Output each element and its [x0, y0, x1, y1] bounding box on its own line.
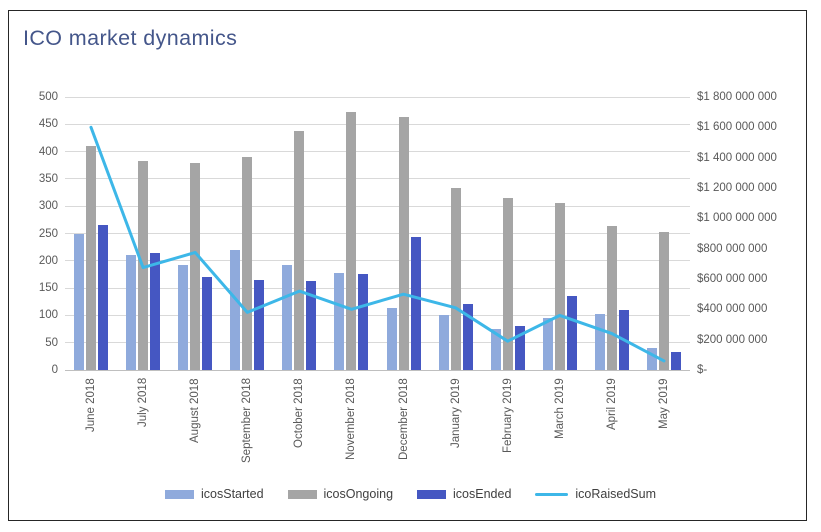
- gridline: [65, 96, 690, 98]
- bar-icosEnded-December-2018: [410, 237, 421, 370]
- bar-icosEnded-April-2019: [618, 309, 629, 370]
- bar-icosEnded-June-2018: [98, 225, 109, 370]
- y-axis-tick-label: 0: [51, 364, 58, 376]
- y-axis-tick-label: 400: [38, 145, 58, 158]
- legend-item-icoRaisedSum: icoRaisedSum: [535, 487, 656, 501]
- y-axis-tick-label: 100: [38, 309, 58, 322]
- bar-icosOngoing-August-2018: [190, 162, 201, 370]
- legend-label-icoRaisedSum: icoRaisedSum: [575, 487, 656, 501]
- secondary-y-axis-tick-label: $-: [697, 364, 708, 376]
- bar-icosStarted-October-2018: [282, 265, 293, 370]
- secondary-y-axis-tick-label: $1 200 000 000: [697, 182, 777, 194]
- bar-icosOngoing-April-2019: [606, 226, 617, 370]
- x-axis-tick-label: October 2018: [293, 378, 306, 448]
- bar-icosStarted-December-2018: [386, 307, 397, 370]
- bar-icosEnded-February-2019: [514, 325, 525, 370]
- chart-title: ICO market dynamics: [23, 26, 238, 50]
- y-axis-tick-label: 200: [38, 254, 58, 267]
- gridline: [65, 123, 690, 125]
- secondary-y-axis-tick-label: $1 000 000 000: [697, 212, 777, 225]
- secondary-y-axis-tick-label: $800 000 000: [697, 242, 768, 255]
- bar-icosStarted-January-2019: [438, 315, 449, 370]
- y-axis-tick-label: 300: [38, 200, 58, 213]
- x-axis-tick-label: December 2018: [397, 378, 410, 460]
- gridline: [65, 369, 690, 371]
- secondary-y-axis-tick-label: $1 800 000 000: [697, 91, 777, 103]
- y-axis-tick-label: 150: [38, 282, 58, 295]
- bar-icosStarted-September-2018: [230, 249, 241, 370]
- bar-icosEnded-July-2018: [150, 252, 161, 370]
- bar-icosStarted-March-2019: [542, 318, 553, 370]
- bar-icosEnded-May-2019: [670, 351, 681, 370]
- bar-icosEnded-August-2018: [202, 277, 213, 370]
- legend-label-icosEnded: icosEnded: [453, 487, 512, 501]
- bar-icosOngoing-November-2018: [346, 112, 357, 370]
- bar-icosOngoing-September-2018: [242, 157, 253, 370]
- secondary-y-axis-tick-label: $1 400 000 000: [697, 151, 777, 164]
- legend-item-icosEnded: icosEnded: [417, 487, 511, 501]
- x-axis-tick-label: September 2018: [241, 378, 254, 464]
- bar-icosStarted-November-2018: [334, 273, 345, 370]
- bar-icosStarted-June-2018: [74, 233, 85, 370]
- legend-item-icosOngoing: icosOngoing: [287, 487, 394, 501]
- x-axis-tick-label: March 2019: [553, 378, 566, 439]
- x-axis-tick-label: February 2019: [501, 378, 514, 453]
- bar-icosStarted-July-2018: [126, 255, 137, 370]
- legend-label-icosOngoing: icosOngoing: [323, 487, 394, 501]
- x-axis-tick-label: July 2018: [137, 378, 150, 428]
- legend-swatch-icosOngoing-bar-icon: [287, 489, 317, 499]
- gridline: [65, 151, 690, 153]
- bar-icosStarted-February-2019: [490, 328, 501, 370]
- bar-icosOngoing-December-2018: [398, 117, 409, 370]
- gridline: [65, 233, 690, 234]
- bar-icosEnded-March-2019: [566, 296, 577, 370]
- legend-swatch-icoRaisedSum-line-icon: [535, 492, 569, 496]
- y-axis-tick-label: 500: [38, 91, 58, 103]
- x-axis-tick-label: May 2019: [657, 378, 670, 429]
- secondary-y-axis-tick-label: $600 000 000: [697, 273, 768, 285]
- bar-icosEnded-October-2018: [306, 281, 317, 370]
- chart-legend: icosStarted icosOngoing icosEnded icoRaised…: [0, 487, 821, 501]
- secondary-y-axis-tick-label: $1 600 000 000: [697, 121, 777, 134]
- secondary-y-axis-tick-label: $200 000 000: [697, 333, 768, 346]
- x-axis-tick-label: April 2019: [605, 378, 618, 430]
- legend-swatch-icosStarted-bar-icon: [165, 489, 194, 499]
- legend-swatch-icosEnded-bar-icon: [417, 489, 447, 499]
- bar-icosEnded-September-2018: [254, 279, 265, 370]
- bar-icosOngoing-October-2018: [294, 130, 305, 370]
- y-axis-tick-label: 250: [38, 227, 58, 240]
- y-axis-tick-label: 350: [38, 172, 58, 185]
- bar-icosOngoing-March-2019: [554, 203, 565, 370]
- x-axis-tick-label: January 2019: [449, 378, 462, 448]
- legend-label-icosStarted: icosStarted: [201, 487, 264, 501]
- x-axis-tick-label: August 2018: [189, 378, 202, 443]
- bar-icosStarted-April-2019: [594, 314, 605, 370]
- gridline: [65, 205, 690, 207]
- bar-icosOngoing-July-2018: [138, 161, 149, 370]
- legend-item-icosStarted: icosStarted: [165, 487, 264, 501]
- bar-icosOngoing-May-2019: [658, 232, 669, 370]
- x-axis-tick-label: November 2018: [345, 378, 358, 460]
- bar-icosEnded-January-2019: [462, 304, 473, 370]
- y-axis-tick-label: 450: [38, 118, 58, 131]
- bar-icosOngoing-June-2018: [86, 146, 97, 370]
- x-axis-tick-label: June 2018: [85, 378, 98, 432]
- bar-icosStarted-August-2018: [178, 265, 189, 370]
- bar-icosOngoing-February-2019: [502, 198, 513, 370]
- bar-icosOngoing-January-2019: [450, 187, 461, 370]
- bar-icosStarted-May-2019: [646, 348, 657, 370]
- bar-icosEnded-November-2018: [358, 273, 369, 370]
- secondary-y-axis-tick-label: $400 000 000: [697, 303, 768, 316]
- y-axis-tick-label: 50: [45, 336, 58, 349]
- gridline: [65, 178, 690, 180]
